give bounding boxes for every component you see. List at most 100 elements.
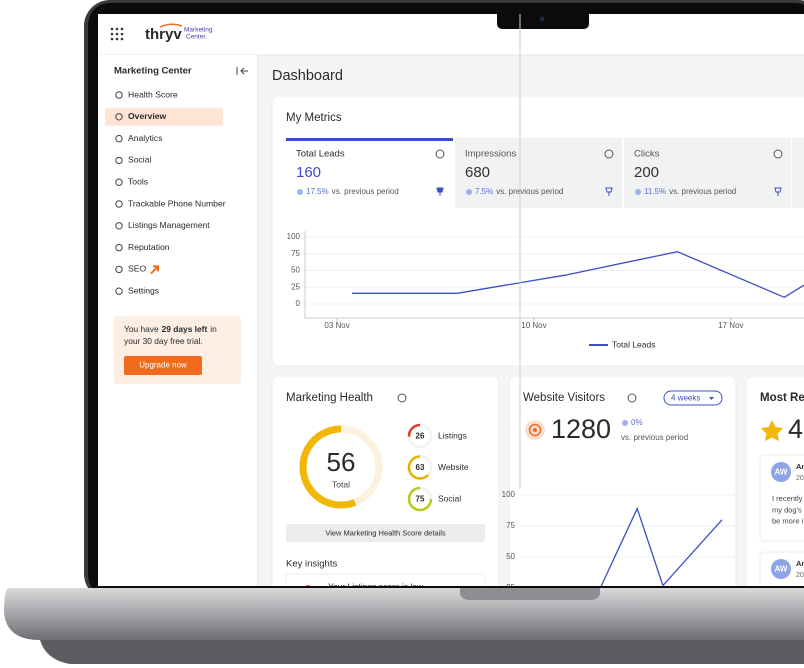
sub-score: 75	[416, 495, 425, 504]
nav-item[interactable]: Social	[128, 155, 151, 165]
pin-icon	[436, 187, 444, 196]
trend-icon	[622, 420, 628, 426]
nav-item[interactable]: Listings Management	[128, 220, 210, 230]
metric-tab[interactable]	[624, 138, 791, 208]
sub-label: Website	[438, 462, 469, 472]
visitors-change: 0%	[631, 418, 643, 427]
y-tick-label: 0	[296, 299, 301, 308]
details-button-label: View Marketing Health Score details	[325, 528, 446, 537]
score-value: 56	[327, 447, 356, 477]
y-tick-label: 25	[291, 282, 300, 291]
pin-icon	[774, 187, 782, 196]
nav-active-bg	[105, 107, 223, 126]
details-button[interactable]	[286, 524, 485, 542]
trial-text: your 30 day free trial.	[124, 336, 203, 346]
metric-change: 17.5% vs. previous period	[306, 187, 399, 196]
nav-item[interactable]: Analytics	[128, 133, 162, 143]
trend-icon	[297, 189, 303, 195]
visitors-icon	[528, 423, 542, 437]
avatar-initials: AW	[775, 565, 788, 574]
visitors-icon	[533, 428, 537, 432]
sub-ring	[407, 455, 429, 480]
nav-item[interactable]: Health Score	[128, 89, 178, 99]
metric-value: 680	[465, 164, 490, 181]
review-text: be more i	[772, 517, 804, 526]
metric-tab[interactable]	[455, 138, 622, 208]
nav-icon	[115, 134, 123, 143]
trend-icon	[635, 189, 641, 195]
data-line	[600, 506, 723, 586]
laptop-notch	[460, 588, 600, 600]
logo-sub: Marketing	[184, 27, 213, 34]
y-tick-label: 50	[506, 552, 515, 561]
metric-change-text: vs. previous period	[496, 187, 563, 196]
trend-icon	[466, 189, 472, 195]
metric-value: 160	[296, 164, 321, 181]
nav-item[interactable]: SEO	[128, 264, 146, 274]
visitors-change-text: vs. previous period	[621, 433, 688, 442]
sub-label: Listings	[438, 430, 467, 440]
score-label: Total	[332, 479, 350, 489]
collapse-icon[interactable]	[236, 67, 248, 75]
period-label: 4 weeks	[671, 394, 700, 403]
nav-item[interactable]: Tools	[128, 176, 148, 186]
logo: thryv	[145, 26, 182, 43]
section-title: Key insights	[286, 559, 337, 570]
sub-score: 26	[416, 432, 425, 441]
reviewer-name: An	[796, 559, 804, 568]
info-icon	[435, 149, 445, 159]
nav-icon	[115, 178, 123, 186]
card-title: Most Recent Reviews	[760, 392, 804, 404]
score-ring	[299, 425, 357, 509]
reviewer-name: An	[796, 462, 804, 471]
insight-box	[285, 573, 486, 586]
metric-change-text: vs. previous period	[669, 187, 736, 196]
camera	[539, 16, 545, 22]
review-text: my dog's	[772, 505, 802, 514]
nav-item[interactable]: Overview	[128, 111, 167, 121]
nav-item[interactable]: Settings	[128, 285, 159, 295]
y-tick-label: 25	[506, 583, 515, 592]
logo-sub: Center.	[186, 34, 207, 41]
sub-ring	[407, 423, 421, 437]
nav-item[interactable]: Reputation	[128, 242, 170, 252]
sub-label: Social	[438, 493, 461, 503]
legend-label: Total Leads	[612, 339, 655, 349]
visitors-value: 1280	[551, 414, 611, 444]
insight-text: Your Listings score is low	[328, 581, 424, 591]
page-title: Dashboard	[272, 68, 343, 84]
info-icon	[627, 393, 637, 403]
x-tick-label: 03 Nov	[324, 321, 349, 330]
metric-tab[interactable]	[792, 138, 804, 208]
dropdown-caret	[709, 397, 714, 400]
trial-days: 29 days left	[162, 324, 208, 334]
screen: thryv Marketing Center. Marketing Center…	[98, 14, 804, 592]
metric-change-text: vs. previous period	[332, 187, 399, 196]
metric-change: 11.5%	[644, 187, 666, 196]
metric-tab[interactable]	[286, 138, 453, 208]
metric-change: 17.5%	[306, 187, 329, 196]
star-icon	[760, 420, 784, 442]
y-tick-label: 50	[291, 266, 300, 275]
metric-label: Impressions	[465, 149, 516, 160]
info-icon	[773, 149, 783, 159]
avatar	[771, 462, 791, 482]
logo-swoosh	[159, 23, 183, 28]
period-dropdown[interactable]	[663, 390, 723, 406]
y-tick-label: 100	[502, 490, 516, 499]
rating-value: 4	[788, 414, 803, 444]
avatar-initials: AW	[775, 468, 788, 477]
y-tick-label: 75	[506, 521, 515, 530]
x-tick-label: 17 Nov	[718, 321, 743, 330]
metric-label: Total Leads	[296, 149, 345, 160]
card-title: My Metrics	[286, 112, 342, 124]
laptop-base	[4, 588, 804, 640]
info-icon	[604, 149, 614, 159]
upgrade-button[interactable]	[124, 356, 202, 375]
metric-value: 200	[634, 164, 659, 181]
trial-text: You have 29 days left in	[124, 324, 217, 334]
insight-icon	[305, 585, 311, 586]
y-tick-label: 100	[287, 232, 301, 241]
nav-item[interactable]: Trackable Phone Number	[128, 198, 226, 208]
